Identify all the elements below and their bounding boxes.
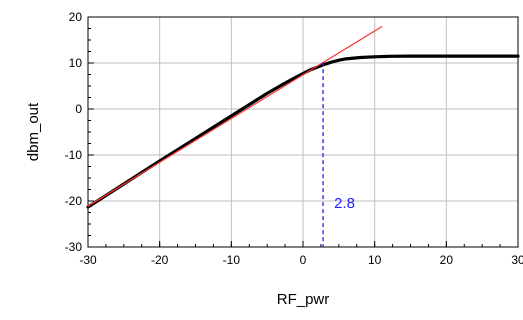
x-tick-label: 30: [511, 253, 523, 267]
y-tick-labels: -30 -20 -10 0 10 20: [65, 10, 83, 254]
x-tick-label: -10: [223, 253, 241, 267]
marker-group: 2.8: [322, 62, 355, 247]
output-power-line: [86, 54, 520, 209]
plot-frame: [87, 16, 519, 248]
x-tick-label: -30: [79, 253, 97, 267]
y-tick-label: 0: [75, 102, 82, 116]
x-tick-label: 0: [300, 253, 307, 267]
x-tick-labels: -30 -20 -10 0 10 20 30: [79, 253, 523, 267]
x-tick-label: 10: [368, 253, 382, 267]
y-tick-label: 10: [69, 56, 83, 70]
y-tick-label: -20: [65, 194, 83, 208]
x-tick-label: -20: [151, 253, 169, 267]
y-tick-label: -30: [65, 240, 83, 254]
y-tick-label: 20: [69, 10, 83, 24]
compression-marker-label: 2.8: [334, 195, 355, 212]
x-axis-label: RF_pwr: [277, 291, 330, 308]
x-tick-label: 20: [440, 253, 454, 267]
series-group: [86, 26, 520, 209]
linear-extrapolation-line: [87, 26, 383, 207]
y-tick-label: -10: [65, 148, 83, 162]
y-axis-label: dbm_out: [25, 102, 42, 161]
